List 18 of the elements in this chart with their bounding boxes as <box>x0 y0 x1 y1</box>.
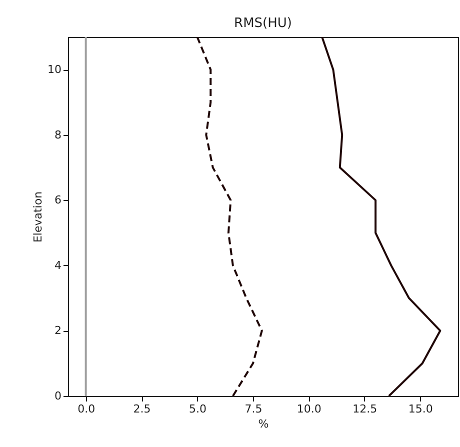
x-tick-label: 5.0 <box>189 402 207 416</box>
y-tick-label: 2 <box>54 324 62 338</box>
y-tick-label: 4 <box>54 258 62 272</box>
x-tick-label: 7.5 <box>244 402 262 416</box>
x-tick-label: 10.0 <box>296 402 322 416</box>
y-tick-label: 10 <box>48 63 62 76</box>
x-tick-label: 0.0 <box>78 402 96 416</box>
y-tick-label: 0 <box>54 390 62 402</box>
y-tick-label: 6 <box>54 194 62 207</box>
x-tick-label: 2.5 <box>133 402 151 416</box>
x-axis-title: % <box>258 418 269 430</box>
y-axis-title: Elevation <box>32 191 45 243</box>
x-tick-label: 15.0 <box>408 402 433 416</box>
y-tick-label: 8 <box>54 128 62 142</box>
chart-title: RMS(HU) <box>234 16 292 31</box>
line-series <box>196 37 263 396</box>
line-series <box>321 37 442 396</box>
x-tick-label: 12.5 <box>352 402 378 416</box>
